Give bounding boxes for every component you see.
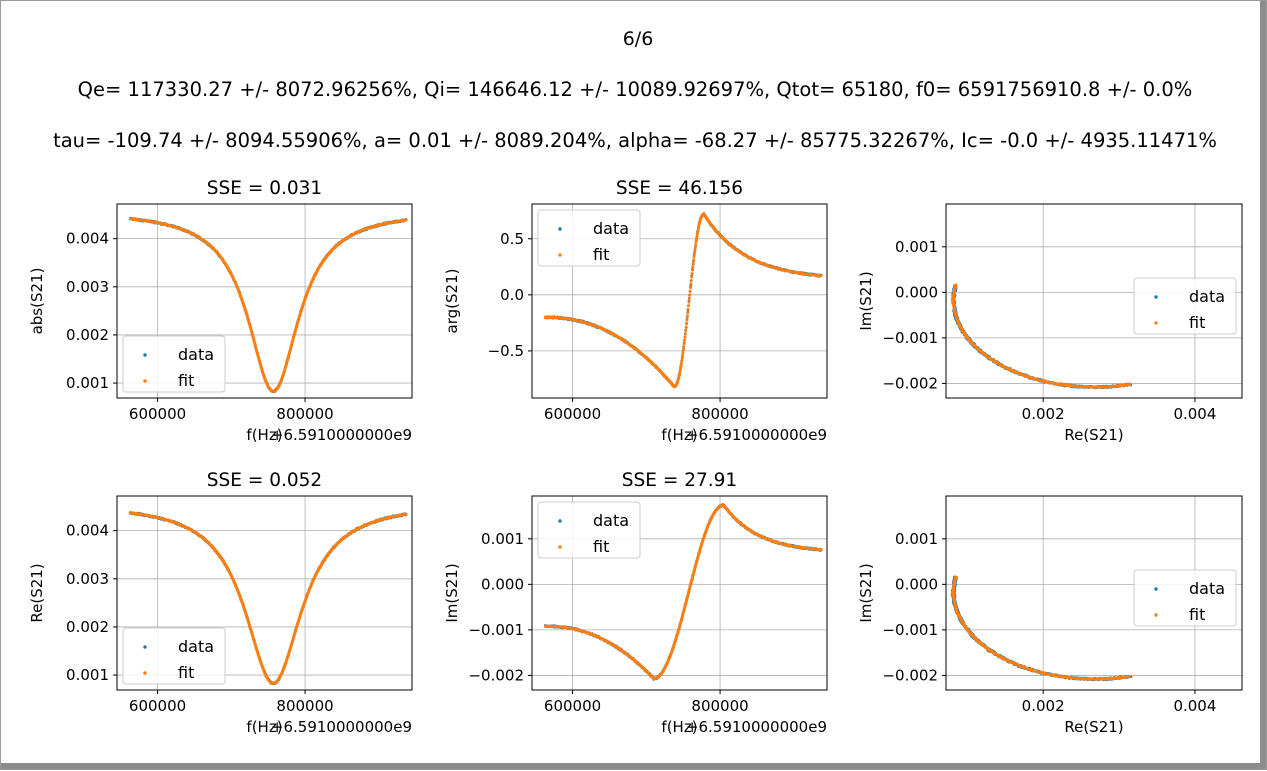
- fit-point: [684, 332, 687, 335]
- fit-point: [680, 359, 683, 362]
- fit-point: [693, 249, 696, 252]
- y-tick-label: −0.5: [488, 342, 524, 360]
- legend: data fit: [123, 336, 225, 392]
- series-data: [951, 284, 1132, 389]
- subplot-iq1: 0.002 0.004 −0.002 −0.001 0.000 0.001 Re(S21) I…: [857, 204, 1242, 444]
- legend-marker: [558, 253, 561, 256]
- legend-marker: [558, 227, 561, 230]
- fit-point: [683, 342, 686, 345]
- fit-point: [1128, 383, 1131, 386]
- legend: data fit: [538, 210, 640, 266]
- y-tick-label: 0.002: [66, 326, 109, 344]
- y-tick-label: 0.003: [66, 278, 109, 296]
- y-tick-label: 0.001: [895, 238, 938, 256]
- x-tick-label: 0.004: [1173, 405, 1216, 423]
- fit-point: [689, 283, 692, 286]
- legend: data fit: [1134, 278, 1236, 334]
- y-axis-label: abs(S21): [28, 268, 46, 335]
- fit-point: [692, 262, 695, 265]
- fit-point: [687, 304, 690, 307]
- legend-marker: [1154, 321, 1157, 324]
- legend-label: data: [178, 345, 214, 364]
- fit-point: [685, 326, 688, 329]
- subplot-abs: 600000 800000 0.001 0.002 0.003 0.004 SSE = 0.…: [28, 178, 412, 444]
- fit-point: [695, 241, 698, 244]
- legend-marker: [143, 353, 146, 356]
- fit-point: [694, 244, 697, 247]
- series-fit: [952, 284, 1131, 389]
- legend-label: fit: [593, 245, 609, 264]
- subplots: 600000 800000 0.001 0.002 0.003 0.004 SSE = 0.…: [28, 178, 1242, 736]
- fit-point: [686, 311, 689, 314]
- fit-params-line-1: Qe= 117330.27 +/- 8072.96256%, Qi= 14664…: [78, 78, 1193, 101]
- legend-marker: [1154, 295, 1157, 298]
- fit-point: [691, 272, 694, 275]
- fit-point: [683, 339, 686, 342]
- x-axis-label: Re(S21): [1064, 426, 1123, 444]
- plot-area: [951, 284, 1132, 390]
- x-offset-label: +6.5910000000e9: [271, 426, 412, 444]
- y-axis-label: Im(S21): [857, 271, 875, 330]
- fit-point: [687, 308, 690, 311]
- fit-point: [688, 297, 691, 300]
- y-tick-label: 0.0: [500, 286, 524, 304]
- fit-point: [695, 238, 698, 241]
- fit-point: [690, 279, 693, 282]
- fit-point: [683, 336, 686, 339]
- x-tick-label: 600000: [544, 405, 601, 423]
- fit-point: [690, 275, 693, 278]
- x-tick-label: 800000: [276, 405, 333, 423]
- fit-point: [681, 351, 684, 354]
- legend-label: fit: [178, 371, 194, 390]
- fit-point: [691, 265, 694, 268]
- y-tick-label: 0.004: [66, 230, 109, 248]
- fit-point: [682, 345, 685, 348]
- x-tick-label: 0.002: [1022, 405, 1065, 423]
- fit-point: [689, 286, 692, 289]
- legend-marker: [143, 379, 146, 382]
- fit-point: [691, 269, 694, 272]
- figure-title: 6/6: [623, 28, 654, 50]
- legend-label: data: [593, 219, 629, 238]
- fit-point: [681, 354, 684, 357]
- fit-point: [687, 301, 690, 304]
- y-axis-label: arg(S21): [443, 269, 461, 334]
- fit-point: [693, 255, 696, 258]
- fit-point: [692, 259, 695, 262]
- y-tick-label: 0.001: [66, 374, 109, 392]
- fit-params-line-2: tau= -109.74 +/- 8094.55906%, a= 0.01 +/…: [53, 129, 1217, 152]
- fit-point: [694, 246, 697, 249]
- fit-point: [686, 315, 689, 318]
- fit-point: [820, 274, 823, 277]
- legend-label: fit: [1189, 313, 1205, 332]
- subplot-title: SSE = 46.156: [616, 178, 743, 199]
- fit-point: [685, 322, 688, 325]
- y-tick-label: 0.5: [500, 230, 524, 248]
- y-tick-label: 0.000: [895, 283, 938, 301]
- y-tick-label: −0.001: [882, 329, 938, 347]
- fit-point: [688, 293, 691, 296]
- fit-point: [689, 290, 692, 293]
- x-tick-label: 800000: [691, 405, 748, 423]
- fit-point: [681, 357, 684, 360]
- fit-point: [693, 252, 696, 255]
- y-tick-label: −0.002: [882, 374, 938, 392]
- fit-point: [684, 329, 687, 332]
- fit-point: [682, 348, 685, 351]
- fit-point: [405, 219, 408, 222]
- fit-point: [685, 319, 688, 322]
- x-offset-label: +6.5910000000e9: [686, 426, 827, 444]
- x-tick-label: 600000: [129, 405, 186, 423]
- subplot-title: SSE = 0.031: [207, 178, 322, 199]
- legend-label: data: [1189, 287, 1225, 306]
- fit-point: [680, 362, 683, 365]
